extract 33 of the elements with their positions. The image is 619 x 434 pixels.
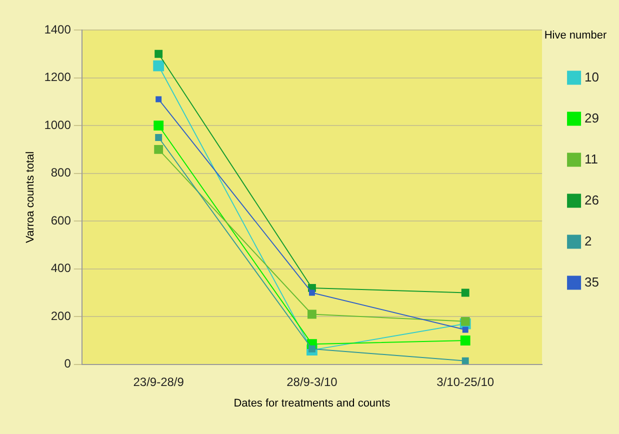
point [154, 144, 164, 154]
point [460, 316, 470, 326]
y-tick-label: 400 [50, 261, 72, 276]
y-tick-label: 1200 [44, 70, 72, 84]
legend-label: 29 [584, 110, 600, 126]
point [155, 134, 162, 141]
point [460, 336, 470, 346]
point [308, 310, 316, 319]
point [462, 326, 468, 333]
legend-label: 11 [584, 151, 598, 166]
legend-title: Hive number [544, 30, 608, 42]
point [461, 288, 470, 297]
point [462, 357, 469, 364]
y-tick-label: 200 [50, 308, 72, 323]
y-axis-title: Varroa counts total [24, 151, 37, 243]
y-tick-label: 800 [50, 166, 72, 180]
y-tick-label: 1400 [44, 22, 72, 36]
y-tick-label: 1000 [44, 118, 72, 132]
y-tick-label: 0 [64, 356, 72, 371]
point [153, 60, 164, 72]
x-tick-label: 28/9-3/10 [286, 374, 338, 389]
x-tick-label: 3/10-25/10 [436, 374, 494, 389]
point [156, 96, 162, 102]
legend-label: 2 [584, 233, 592, 248]
point [154, 120, 164, 130]
y-tick-label: 600 [50, 213, 72, 228]
x-axis-title: Dates for treatments and counts [234, 397, 391, 410]
point [154, 50, 163, 58]
legend-label: 10 [584, 69, 600, 84]
point [308, 290, 315, 296]
x-tick-label: 23/9-28/9 [133, 374, 184, 389]
legend-label: 26 [584, 192, 600, 208]
legend-label: 35 [584, 274, 600, 290]
